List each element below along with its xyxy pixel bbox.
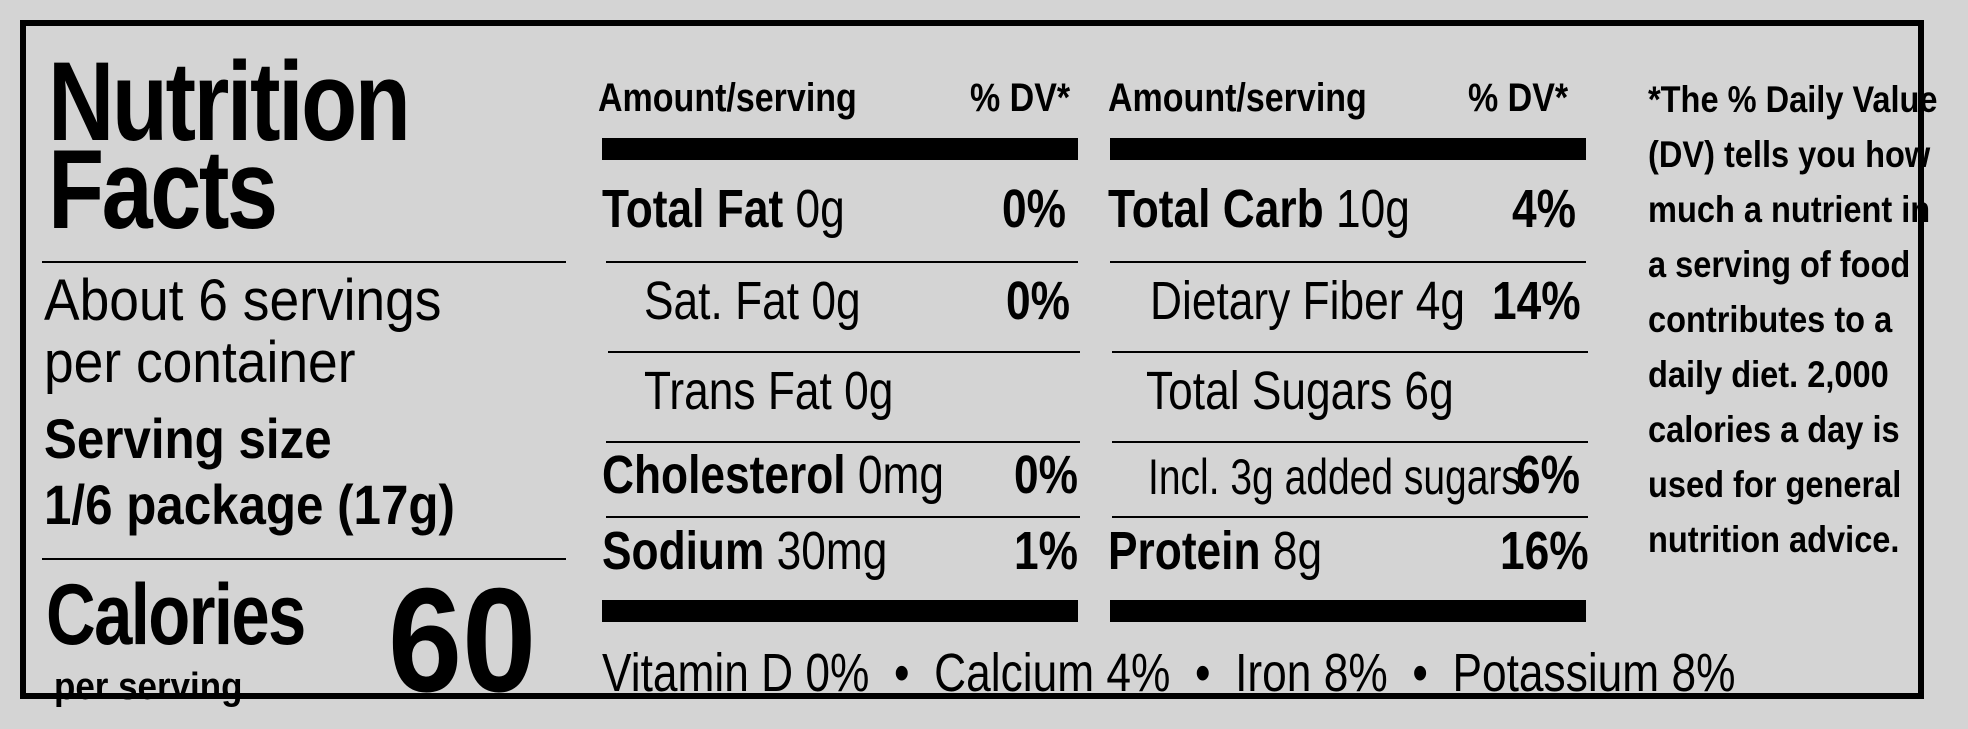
dv-header-left: % DV* <box>970 76 1088 121</box>
nutrient-name: Sodium <box>602 521 765 581</box>
calories-number: 60 <box>388 558 537 723</box>
row-divider <box>606 516 1080 518</box>
amount-header-text: Amount/serving <box>1108 76 1367 120</box>
daily-value-footnote: *The % Daily Value (DV) tells you how mu… <box>1648 72 1938 567</box>
nutrient-name: Total Fat <box>602 179 784 239</box>
table-row-cholesterol: Cholesterol 0mg <box>602 444 1019 506</box>
dv-value: 14% <box>1492 271 1581 331</box>
dv-value: 0% <box>1014 445 1078 505</box>
nutrient-name: Trans Fat 0g <box>644 361 894 421</box>
table-row-added-sugars: Incl. 3g added sugars <box>1148 448 1626 506</box>
serving-size-value: 1/6 package (17g) <box>44 473 455 536</box>
row-divider <box>608 351 1080 353</box>
calories-label: Calories <box>46 566 369 665</box>
dv-value: 4% <box>1512 179 1576 239</box>
nutrient-amount: 0g <box>795 179 845 239</box>
amount-header-text: Amount/serving <box>598 76 857 120</box>
nutrient-amount: 8g <box>1272 521 1323 581</box>
nutrient-name: Incl. 3g added sugars <box>1148 449 1521 505</box>
dv-dietary-fiber: 14% <box>1492 270 1600 332</box>
dv-value: 1% <box>1014 521 1078 581</box>
thick-bar <box>602 600 1078 622</box>
dv-header-text: % DV* <box>970 76 1071 120</box>
nutrient-amount: 10g <box>1335 179 1410 239</box>
dv-total-fat: 0% <box>1002 178 1080 240</box>
nutrient-amount: 0g <box>811 271 861 331</box>
nutrition-facts-label: Nutrition Facts About 6 servings per con… <box>20 20 1938 716</box>
vitamin-d: Vitamin D 0% <box>602 643 870 703</box>
dv-cholesterol: 0% <box>1014 444 1092 506</box>
potassium: Potassium 8% <box>1452 643 1736 703</box>
dv-value: 0% <box>1006 271 1070 331</box>
footnote-text: *The % Daily Value (DV) tells you how mu… <box>1648 79 1938 560</box>
calories-text: Calories <box>46 567 306 663</box>
table-row-total-fat: Total Fat 0g <box>602 178 898 240</box>
divider <box>42 261 566 263</box>
title-2: Facts <box>48 127 326 252</box>
thick-bar <box>1110 138 1586 160</box>
dv-value: 0% <box>1002 179 1066 239</box>
dv-header-right: % DV* <box>1468 76 1586 121</box>
nutrient-name: Total Carb <box>1108 179 1324 239</box>
servings-per-container: About 6 servings per container <box>44 270 476 394</box>
nutrient-name: Cholesterol <box>602 445 846 505</box>
title: Nutrition <box>48 39 488 164</box>
table-row-total-sugars: Total Sugars 6g <box>1146 360 1521 422</box>
table-row-trans-fat: Trans Fat 0g <box>644 360 948 422</box>
row-divider <box>1112 351 1588 353</box>
bullet-separator: • <box>1412 643 1428 703</box>
thick-bar <box>602 138 1078 160</box>
dv-value: 16% <box>1500 521 1589 581</box>
nutrient-amount: 0mg <box>857 445 945 505</box>
bullet-separator: • <box>1195 643 1211 703</box>
servings-line-1: About 6 servings <box>44 268 442 333</box>
dv-protein: 16% <box>1500 520 1608 582</box>
iron: Iron 8% <box>1235 643 1388 703</box>
nutrient-name: Dietary Fiber 4g <box>1150 271 1466 331</box>
amount-header-left: Amount/serving <box>598 76 902 121</box>
vitamins-minerals: Vitamin D 0% • Calcium 4% • Iron 8% • Po… <box>602 642 1968 704</box>
bullet-separator: • <box>894 643 910 703</box>
nutrient-name: Protein <box>1108 521 1261 581</box>
row-divider <box>1110 261 1586 263</box>
table-row-dietary-fiber: Dietary Fiber 4g <box>1150 270 1534 332</box>
servings-line-2: per container <box>44 330 356 395</box>
calories-value: 60 <box>388 566 553 716</box>
dv-sat-fat: 0% <box>1006 270 1084 332</box>
row-divider <box>1112 516 1588 518</box>
table-row-sodium: Sodium 30mg <box>602 520 950 582</box>
dv-total-carb: 4% <box>1512 178 1590 240</box>
table-row-protein: Protein 8g <box>1108 520 1369 582</box>
calories-sub: per serving <box>54 666 259 709</box>
dv-header-text: % DV* <box>1468 76 1569 120</box>
nutrient-name: Total Sugars 6g <box>1146 361 1454 421</box>
divider <box>42 558 566 560</box>
dv-added-sugars: 6% <box>1516 444 1594 506</box>
table-row-sat-fat: Sat. Fat 0g <box>644 270 908 332</box>
row-divider <box>606 441 1080 443</box>
nutrient-amount: 30mg <box>776 521 888 581</box>
amount-header-right: Amount/serving <box>1108 76 1412 121</box>
nutrient-name: Sat. Fat <box>644 271 800 331</box>
serving-size-label: Serving size <box>44 407 332 470</box>
title-line-2: Facts <box>48 127 278 252</box>
dv-value: 6% <box>1516 445 1580 505</box>
dv-sodium: 1% <box>1014 520 1092 582</box>
title-line-1: Nutrition <box>48 39 411 164</box>
per-serving-text: per serving <box>54 666 243 708</box>
calcium: Calcium 4% <box>934 643 1171 703</box>
row-divider <box>606 261 1078 263</box>
row-divider <box>1112 441 1588 443</box>
thick-bar <box>1110 600 1586 622</box>
serving-size: Serving size 1/6 package (17g) <box>44 406 511 538</box>
table-row-total-carb: Total Carb 10g <box>1108 178 1476 240</box>
